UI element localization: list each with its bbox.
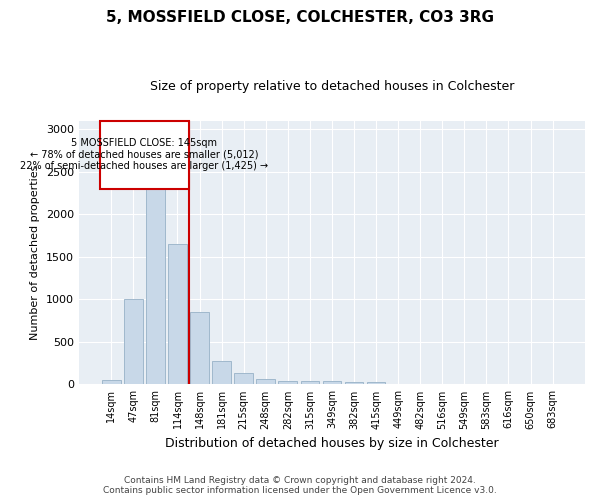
Bar — [102, 380, 121, 384]
Y-axis label: Number of detached properties: Number of detached properties — [31, 165, 40, 340]
FancyBboxPatch shape — [100, 120, 188, 189]
Bar — [146, 176, 165, 384]
Title: Size of property relative to detached houses in Colchester: Size of property relative to detached ho… — [150, 80, 514, 93]
Bar — [256, 380, 275, 384]
Bar — [344, 382, 364, 384]
Bar — [124, 300, 143, 384]
Bar — [323, 381, 341, 384]
Text: 5 MOSSFIELD CLOSE: 145sqm
← 78% of detached houses are smaller (5,012)
22% of se: 5 MOSSFIELD CLOSE: 145sqm ← 78% of detac… — [20, 138, 268, 172]
Bar — [212, 360, 231, 384]
Bar — [367, 382, 385, 384]
Text: 5, MOSSFIELD CLOSE, COLCHESTER, CO3 3RG: 5, MOSSFIELD CLOSE, COLCHESTER, CO3 3RG — [106, 10, 494, 25]
Bar — [301, 381, 319, 384]
Text: Contains HM Land Registry data © Crown copyright and database right 2024.
Contai: Contains HM Land Registry data © Crown c… — [103, 476, 497, 495]
Bar — [190, 312, 209, 384]
Bar — [278, 381, 297, 384]
Bar — [168, 244, 187, 384]
Bar — [235, 374, 253, 384]
X-axis label: Distribution of detached houses by size in Colchester: Distribution of detached houses by size … — [165, 437, 499, 450]
